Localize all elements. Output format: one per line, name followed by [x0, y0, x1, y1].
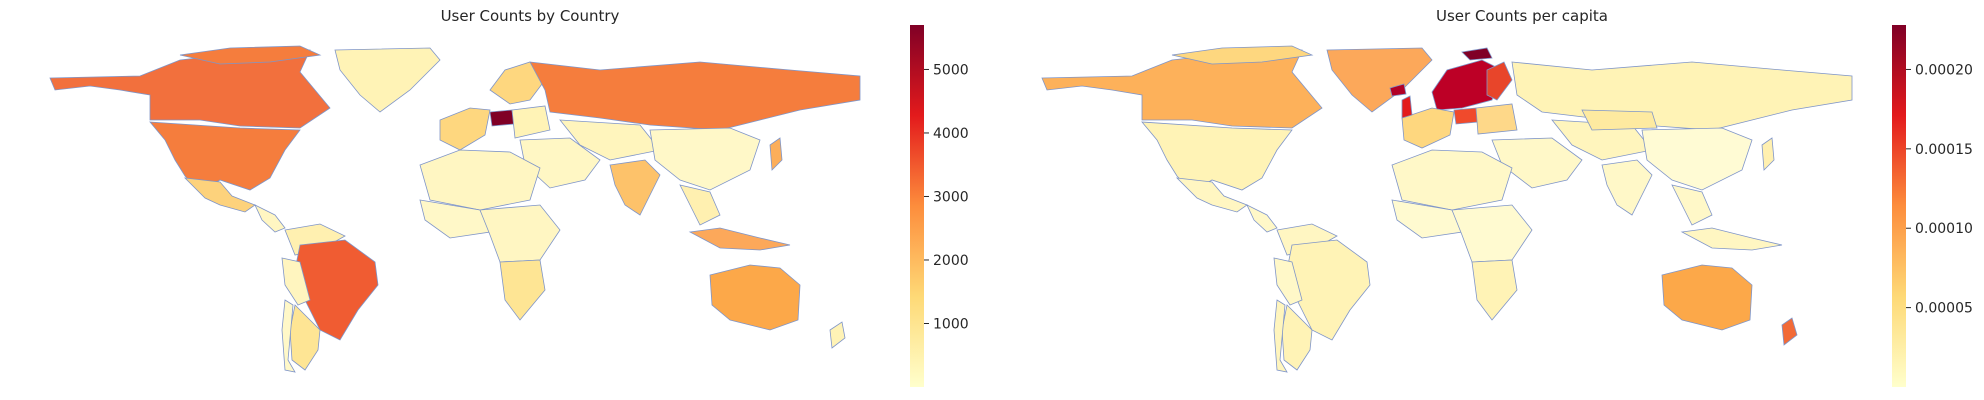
- region-usa: [149, 121, 301, 193]
- region-arctic-islands: [1171, 45, 1314, 65]
- region-mexico: [1175, 177, 1248, 213]
- region-central-africa: [479, 204, 561, 263]
- region-indonesia: [688, 227, 791, 251]
- region-iceland: [1389, 83, 1407, 97]
- region-china: [649, 127, 761, 191]
- map-title: User Counts per capita: [1436, 7, 1608, 25]
- colorbar-tick-label: 0.00010: [1915, 221, 1973, 237]
- region-usa: [1141, 121, 1293, 193]
- region-mexico: [183, 177, 256, 213]
- region-russia: [1511, 61, 1853, 131]
- region-peru-bolivia: [281, 257, 311, 306]
- region-china: [1641, 127, 1753, 191]
- region-central-africa: [1451, 204, 1533, 263]
- region-chile: [281, 299, 296, 373]
- colorbar-ticks: 0.00005 0.00010 0.00015 0.00020: [1906, 62, 1973, 317]
- region-greenland: [334, 47, 441, 113]
- colorbar-tick-label: 5000: [933, 62, 969, 78]
- region-southeast-asia: [1671, 184, 1713, 226]
- region-india: [609, 159, 661, 216]
- region-poland: [489, 109, 515, 127]
- region-japan: [1761, 137, 1775, 171]
- map-per-capita: 0.00005 0.00010 0.00015 0.00020: [1041, 25, 1973, 387]
- colorbar-tick-label: 2000: [933, 253, 969, 269]
- region-poland: [1453, 107, 1479, 125]
- map-user-counts: 1000 2000 3000 4000 5000: [49, 25, 969, 387]
- map-panel-per-capita: User Counts per capita: [992, 0, 1984, 400]
- colorbar: [1892, 25, 1906, 387]
- region-southeast-asia: [679, 184, 721, 226]
- region-north-africa: [1391, 149, 1513, 211]
- region-svalbard: [1461, 47, 1493, 61]
- colorbar-tick-label: 1000: [933, 316, 969, 332]
- region-eastern-europe: [1475, 103, 1518, 135]
- map-title: User Counts by Country: [440, 7, 620, 25]
- colorbar-tick-label: 0.00020: [1915, 62, 1973, 78]
- colorbar-tick-label: 0.00005: [1915, 301, 1973, 317]
- region-indonesia: [1680, 227, 1783, 251]
- region-india: [1601, 159, 1653, 216]
- colorbar: [910, 25, 924, 387]
- region-chile: [1273, 299, 1288, 373]
- region-west-africa: [1391, 199, 1463, 239]
- region-uk-ireland: [1401, 95, 1413, 119]
- region-australia: [709, 264, 801, 331]
- region-finland: [1486, 61, 1513, 101]
- region-arctic-islands: [179, 45, 322, 65]
- region-australia: [1661, 264, 1753, 331]
- region-southern-africa: [1471, 259, 1518, 321]
- map-panel-user-counts: User Counts by Country: [49, 7, 969, 387]
- region-greenland: [1326, 47, 1433, 113]
- colorbar-tick-label: 0.00015: [1915, 142, 1973, 158]
- region-western-europe: [1401, 107, 1455, 149]
- region-new-zealand: [1781, 317, 1798, 346]
- region-central-america: [254, 204, 286, 233]
- colorbar-tick-label: 3000: [933, 189, 969, 205]
- region-canada: [49, 49, 331, 129]
- region-kazakhstan: [1581, 109, 1658, 131]
- region-peru-bolivia: [1273, 257, 1303, 306]
- region-north-africa: [419, 149, 541, 211]
- region-canada: [1041, 49, 1323, 129]
- region-japan: [769, 137, 783, 171]
- region-new-zealand: [829, 321, 846, 349]
- region-southern-africa: [499, 259, 546, 321]
- colorbar-ticks: 1000 2000 3000 4000 5000: [924, 62, 969, 332]
- region-western-europe: [439, 107, 491, 151]
- region-russia: [529, 61, 861, 131]
- colorbar-tick-label: 4000: [933, 126, 969, 142]
- region-central-asia: [559, 119, 661, 161]
- region-central-america: [1246, 204, 1278, 233]
- region-eastern-europe: [511, 105, 551, 139]
- region-west-africa: [419, 199, 491, 239]
